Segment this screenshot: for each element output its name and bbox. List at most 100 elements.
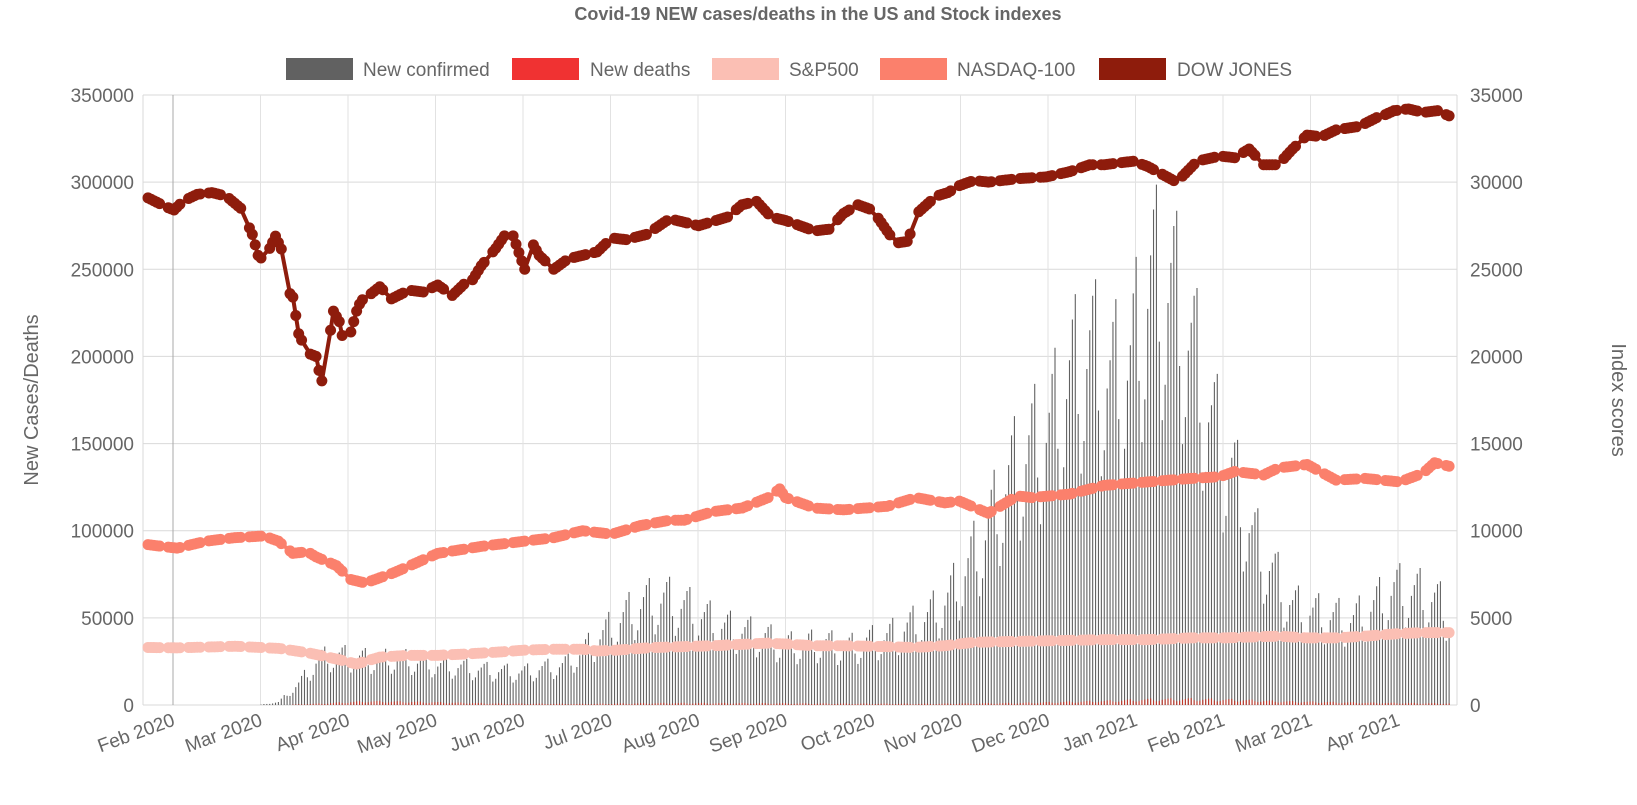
index-lines xyxy=(142,103,1455,670)
dow-jones-point xyxy=(1168,175,1180,187)
nasdaq100-point xyxy=(397,563,409,575)
dow-jones-point xyxy=(397,287,409,299)
nasdaq100-point xyxy=(1391,476,1403,488)
dow-jones-point xyxy=(336,330,348,342)
sp500-point xyxy=(1066,634,1078,646)
dow-jones-point xyxy=(255,252,267,264)
y-left-tick-label: 150000 xyxy=(71,435,134,456)
dow-jones-point xyxy=(348,316,360,328)
dow-jones-point xyxy=(498,230,510,242)
dow-jones-point xyxy=(1026,172,1038,184)
nasdaq100-point xyxy=(803,500,815,512)
dow-jones-point xyxy=(513,247,525,259)
sp500-point xyxy=(681,641,693,653)
nasdaq100-point xyxy=(661,515,673,527)
y-left-tick-label: 350000 xyxy=(71,86,134,107)
nasdaq100-point xyxy=(255,530,267,542)
dow-jones-point xyxy=(519,263,531,275)
dow-jones-point xyxy=(1290,140,1302,152)
nasdaq100-point xyxy=(275,538,287,550)
nasdaq100-point xyxy=(985,506,997,518)
legend-swatch xyxy=(880,58,947,80)
y-axis-right-ticks: 35000 30000 25000 20000 15000 10000 5000 0 xyxy=(1470,86,1523,717)
x-tick-label: Aug 2020 xyxy=(619,710,703,758)
dow-jones-point xyxy=(904,228,916,240)
sp500-point xyxy=(519,644,531,656)
sp500-point xyxy=(275,643,287,655)
dow-jones-point xyxy=(290,309,302,321)
dow-jones-point xyxy=(1188,158,1200,170)
x-tick-label: Mar 2020 xyxy=(183,710,266,757)
dow-jones-point xyxy=(722,211,734,223)
nasdaq100-point xyxy=(782,493,794,505)
nasdaq100-point xyxy=(539,533,551,545)
legend-label: NASDAQ-100 xyxy=(957,60,1075,81)
dow-jones-point xyxy=(864,203,876,215)
sp500-point xyxy=(194,641,206,653)
dow-jones-point xyxy=(287,291,299,303)
dow-jones-point xyxy=(945,185,957,197)
nasdaq100-point xyxy=(1208,471,1220,483)
dow-jones-point xyxy=(823,223,835,235)
y-right-tick-label: 25000 xyxy=(1470,260,1523,281)
dow-jones-point xyxy=(1411,105,1423,117)
sp500-point xyxy=(985,636,997,648)
dow-jones-point xyxy=(1148,164,1160,176)
y-right-tick-label: 5000 xyxy=(1470,609,1512,630)
sp500-point xyxy=(397,650,409,662)
dow-jones-point xyxy=(1046,170,1058,182)
x-tick-label: Jan 2021 xyxy=(1060,710,1141,756)
dow-jones-point xyxy=(154,198,166,210)
dow-jones-point xyxy=(438,283,450,295)
sp500-point xyxy=(255,642,267,654)
sp500-point xyxy=(884,641,896,653)
sp500-point xyxy=(722,639,734,651)
y-right-tick-label: 0 xyxy=(1470,696,1481,717)
sp500-point xyxy=(600,645,612,657)
sp500-point xyxy=(214,641,226,653)
sp500-point xyxy=(661,641,673,653)
nasdaq100-point xyxy=(498,538,510,550)
nasdaq100-point xyxy=(1006,493,1018,505)
sp500-point xyxy=(1290,631,1302,643)
dow-jones-point xyxy=(1269,159,1281,171)
nasdaq100-point xyxy=(1127,477,1139,489)
nasdaq100-line xyxy=(147,460,1450,585)
dow-jones-point xyxy=(275,243,287,255)
nasdaq100-point xyxy=(336,565,348,577)
sp500-point xyxy=(1310,632,1322,644)
nasdaq100-point xyxy=(1330,474,1342,486)
y-left-tick-label: 300000 xyxy=(71,173,134,194)
dow-jones-point xyxy=(965,175,977,187)
sp500-point xyxy=(864,640,876,652)
nasdaq100-point xyxy=(600,528,612,540)
sp500-point xyxy=(438,649,450,661)
sp500-point xyxy=(478,647,490,659)
nasdaq100-point xyxy=(1411,469,1423,481)
nasdaq100-point xyxy=(1188,472,1200,484)
nasdaq100-point xyxy=(559,529,571,541)
sp500-point xyxy=(620,643,632,655)
dow-jones-point xyxy=(235,202,247,214)
dow-jones-point xyxy=(516,255,528,267)
sp500-point xyxy=(356,656,368,668)
dow-jones-point xyxy=(333,316,345,328)
sp500-point xyxy=(458,648,470,660)
legend-swatch xyxy=(512,58,579,80)
y-axis-right-title: Index scores xyxy=(1607,343,1629,456)
nasdaq100-point xyxy=(1168,474,1180,486)
legend-swatch xyxy=(712,58,779,80)
nasdaq100-point xyxy=(762,492,774,504)
dow-jones-point xyxy=(559,255,571,267)
sp500-point xyxy=(640,642,652,654)
x-tick-label: Jul 2020 xyxy=(541,710,616,754)
nasdaq100-point xyxy=(438,546,450,558)
sp500-point xyxy=(1026,635,1038,647)
dow-jones-point xyxy=(1249,149,1261,161)
x-tick-label: Dec 2020 xyxy=(969,710,1053,758)
nasdaq100-point xyxy=(1046,490,1058,502)
nasdaq100-point xyxy=(296,546,308,558)
new-confirmed-bars xyxy=(260,184,1450,705)
nasdaq100-point xyxy=(478,540,490,552)
nasdaq100-point xyxy=(1107,479,1119,491)
